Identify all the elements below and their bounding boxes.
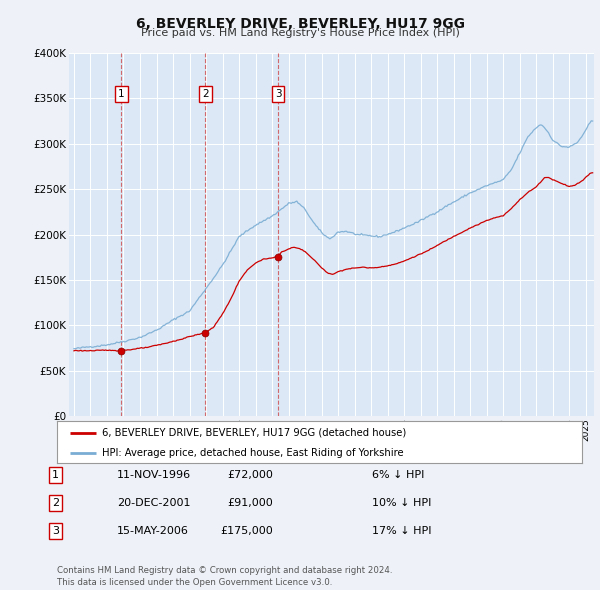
Text: 17% ↓ HPI: 17% ↓ HPI: [372, 526, 431, 536]
Text: 10% ↓ HPI: 10% ↓ HPI: [372, 498, 431, 507]
Text: 2: 2: [202, 89, 209, 99]
Text: 6% ↓ HPI: 6% ↓ HPI: [372, 470, 424, 480]
Text: £175,000: £175,000: [220, 526, 273, 536]
Text: 6, BEVERLEY DRIVE, BEVERLEY, HU17 9GG (detached house): 6, BEVERLEY DRIVE, BEVERLEY, HU17 9GG (d…: [101, 428, 406, 438]
Text: 3: 3: [52, 526, 59, 536]
Text: HPI: Average price, detached house, East Riding of Yorkshire: HPI: Average price, detached house, East…: [101, 448, 403, 457]
Text: Price paid vs. HM Land Registry's House Price Index (HPI): Price paid vs. HM Land Registry's House …: [140, 28, 460, 38]
Text: £91,000: £91,000: [227, 498, 273, 507]
Text: 6, BEVERLEY DRIVE, BEVERLEY, HU17 9GG: 6, BEVERLEY DRIVE, BEVERLEY, HU17 9GG: [136, 17, 464, 31]
Text: 1: 1: [118, 89, 125, 99]
Text: Contains HM Land Registry data © Crown copyright and database right 2024.
This d: Contains HM Land Registry data © Crown c…: [57, 566, 392, 587]
Text: 3: 3: [275, 89, 281, 99]
Text: 15-MAY-2006: 15-MAY-2006: [117, 526, 189, 536]
Text: 11-NOV-1996: 11-NOV-1996: [117, 470, 191, 480]
Text: £72,000: £72,000: [227, 470, 273, 480]
Text: 1: 1: [52, 470, 59, 480]
Text: 2: 2: [52, 498, 59, 507]
Text: 20-DEC-2001: 20-DEC-2001: [117, 498, 191, 507]
